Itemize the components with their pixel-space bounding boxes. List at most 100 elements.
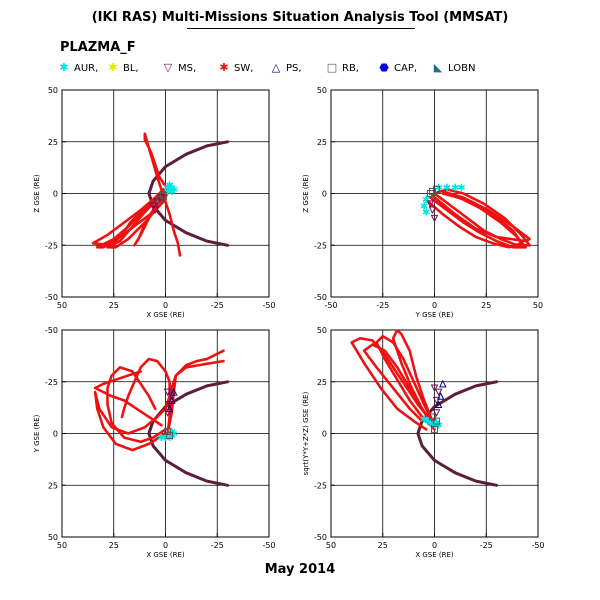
y-tick-label: 25	[48, 481, 58, 490]
legend-item-ps: △ PS,	[270, 61, 302, 75]
rb-marker	[433, 417, 441, 425]
legend-label: SW,	[234, 63, 254, 74]
y-tick-label: -50	[45, 293, 58, 302]
date-label: May 2014	[264, 562, 336, 577]
bow-shock-line	[147, 140, 230, 247]
x-tick-label: -50	[531, 541, 544, 550]
legend-item-cap: ⬣ CAP,	[378, 61, 417, 75]
y-axis-title: sqrt(Y*Y+Z*Z) GSE (RE)	[302, 391, 310, 475]
y-tick-label: -25	[45, 241, 58, 250]
ms-marker	[428, 206, 437, 215]
y-tick-label: 25	[317, 378, 327, 387]
y-tick-label: 0	[322, 430, 327, 439]
y-tick-label: -25	[314, 481, 327, 490]
aur-marker: ✱	[443, 183, 451, 194]
aur-marker: ✱	[434, 183, 442, 194]
aur-marker: ✱	[426, 419, 434, 430]
ms-marker	[432, 409, 441, 417]
orbit-line	[166, 349, 225, 435]
aur-marker: ✱	[434, 421, 442, 432]
orbit-line	[91, 188, 165, 247]
legend-label: CAP,	[394, 63, 418, 74]
aur-marker: ✱	[451, 183, 459, 194]
ms-marker	[163, 388, 172, 397]
orbit-line	[391, 330, 434, 423]
bow-shock-line	[147, 380, 230, 487]
rb-marker	[159, 192, 167, 200]
aur-marker: ✱	[168, 431, 176, 442]
plot-area: ✱✱✱✱✱✱	[91, 132, 230, 257]
corner-triangle-icon: ◣	[433, 61, 443, 74]
legend-item-bl: ✱ BL,	[107, 61, 139, 75]
aur-marker: ✱	[424, 417, 432, 428]
orbit-line	[375, 334, 436, 431]
aur-marker: ✱	[457, 183, 465, 194]
rb-marker	[428, 413, 436, 421]
y-tick-label: 50	[48, 533, 58, 542]
y-tick-label: 25	[317, 138, 327, 147]
y-tick-label: 25	[48, 138, 58, 147]
x-tick-label: 0	[432, 301, 437, 310]
orbit-line	[166, 359, 225, 435]
orbit-line	[429, 192, 527, 249]
legend-label: RB,	[342, 63, 359, 74]
title-underline	[187, 28, 415, 29]
ms-marker	[151, 206, 159, 215]
x-tick-label: 50	[326, 541, 336, 550]
x-tick-label: 50	[533, 301, 543, 310]
x-axis-title: X GSE (RE)	[146, 311, 185, 319]
legend-label: AUR,	[74, 63, 99, 74]
x-tick-label: 50	[57, 301, 67, 310]
x-tick-label: -25	[211, 301, 224, 310]
y-axis-title: Z GSE (RE)	[33, 174, 41, 213]
x-axis-title: Y GSE (RE)	[415, 311, 454, 319]
ps-marker	[167, 396, 176, 404]
y-tick-label: -50	[314, 533, 327, 542]
x-tick-label: -25	[480, 541, 493, 550]
orbit-line	[431, 190, 531, 243]
ps-marker	[438, 379, 447, 388]
ms-marker	[149, 202, 157, 211]
legend-label: MS,	[178, 63, 197, 74]
x-tick-label: -25	[211, 541, 224, 550]
x-tick-label: -50	[324, 301, 337, 310]
hexagon-icon: ⬣	[379, 61, 389, 74]
y-tick-label: -25	[314, 241, 327, 250]
aur-marker: ✱	[420, 415, 428, 426]
y-tick-label: -25	[45, 378, 58, 387]
legend-label: PS,	[286, 63, 302, 74]
y-tick-label: 50	[317, 326, 327, 335]
aur-marker: ✱	[157, 433, 165, 444]
legend-label: LOBN	[448, 63, 476, 74]
aur-marker: ✱	[420, 201, 428, 212]
x-tick-label: -50	[262, 541, 275, 550]
panel-y-z: -50 -25 0 25 50 50 25 0 -25 -50 Y GSE (RE) Z GSE (R…	[302, 86, 543, 319]
y-tick-label: 0	[53, 190, 58, 199]
legend-item-lobn: ◣ LOBN	[432, 61, 476, 75]
ps-marker	[436, 392, 445, 400]
ps-marker	[434, 400, 443, 409]
triangle-down-icon: ▽	[163, 61, 173, 74]
y-tick-label: 50	[48, 86, 58, 95]
y-tick-label: 0	[53, 430, 58, 439]
legend-item-rb: □ RB,	[326, 61, 359, 75]
triangle-up-icon: △	[271, 61, 281, 74]
plot-area: ✱✱✱✱✱✱	[350, 330, 499, 487]
ms-marker	[432, 396, 441, 405]
ms-marker	[426, 200, 435, 208]
ms-marker	[434, 388, 443, 397]
rb-marker	[428, 187, 436, 195]
y-tick-label: -50	[314, 293, 327, 302]
legend-label: BL,	[123, 63, 139, 74]
aur-marker: ✱	[170, 429, 178, 440]
aur-marker: ✱	[422, 195, 430, 206]
legend-item-sw: ✱ SW,	[218, 61, 253, 75]
plot-area: ✱✱✱✱✱✱	[93, 349, 230, 487]
x-tick-label: 25	[109, 541, 119, 550]
orbit-line	[350, 337, 436, 431]
asterisk-icon: ✱	[219, 61, 229, 74]
ms-marker	[157, 194, 166, 202]
bow-shock-line	[416, 380, 499, 487]
